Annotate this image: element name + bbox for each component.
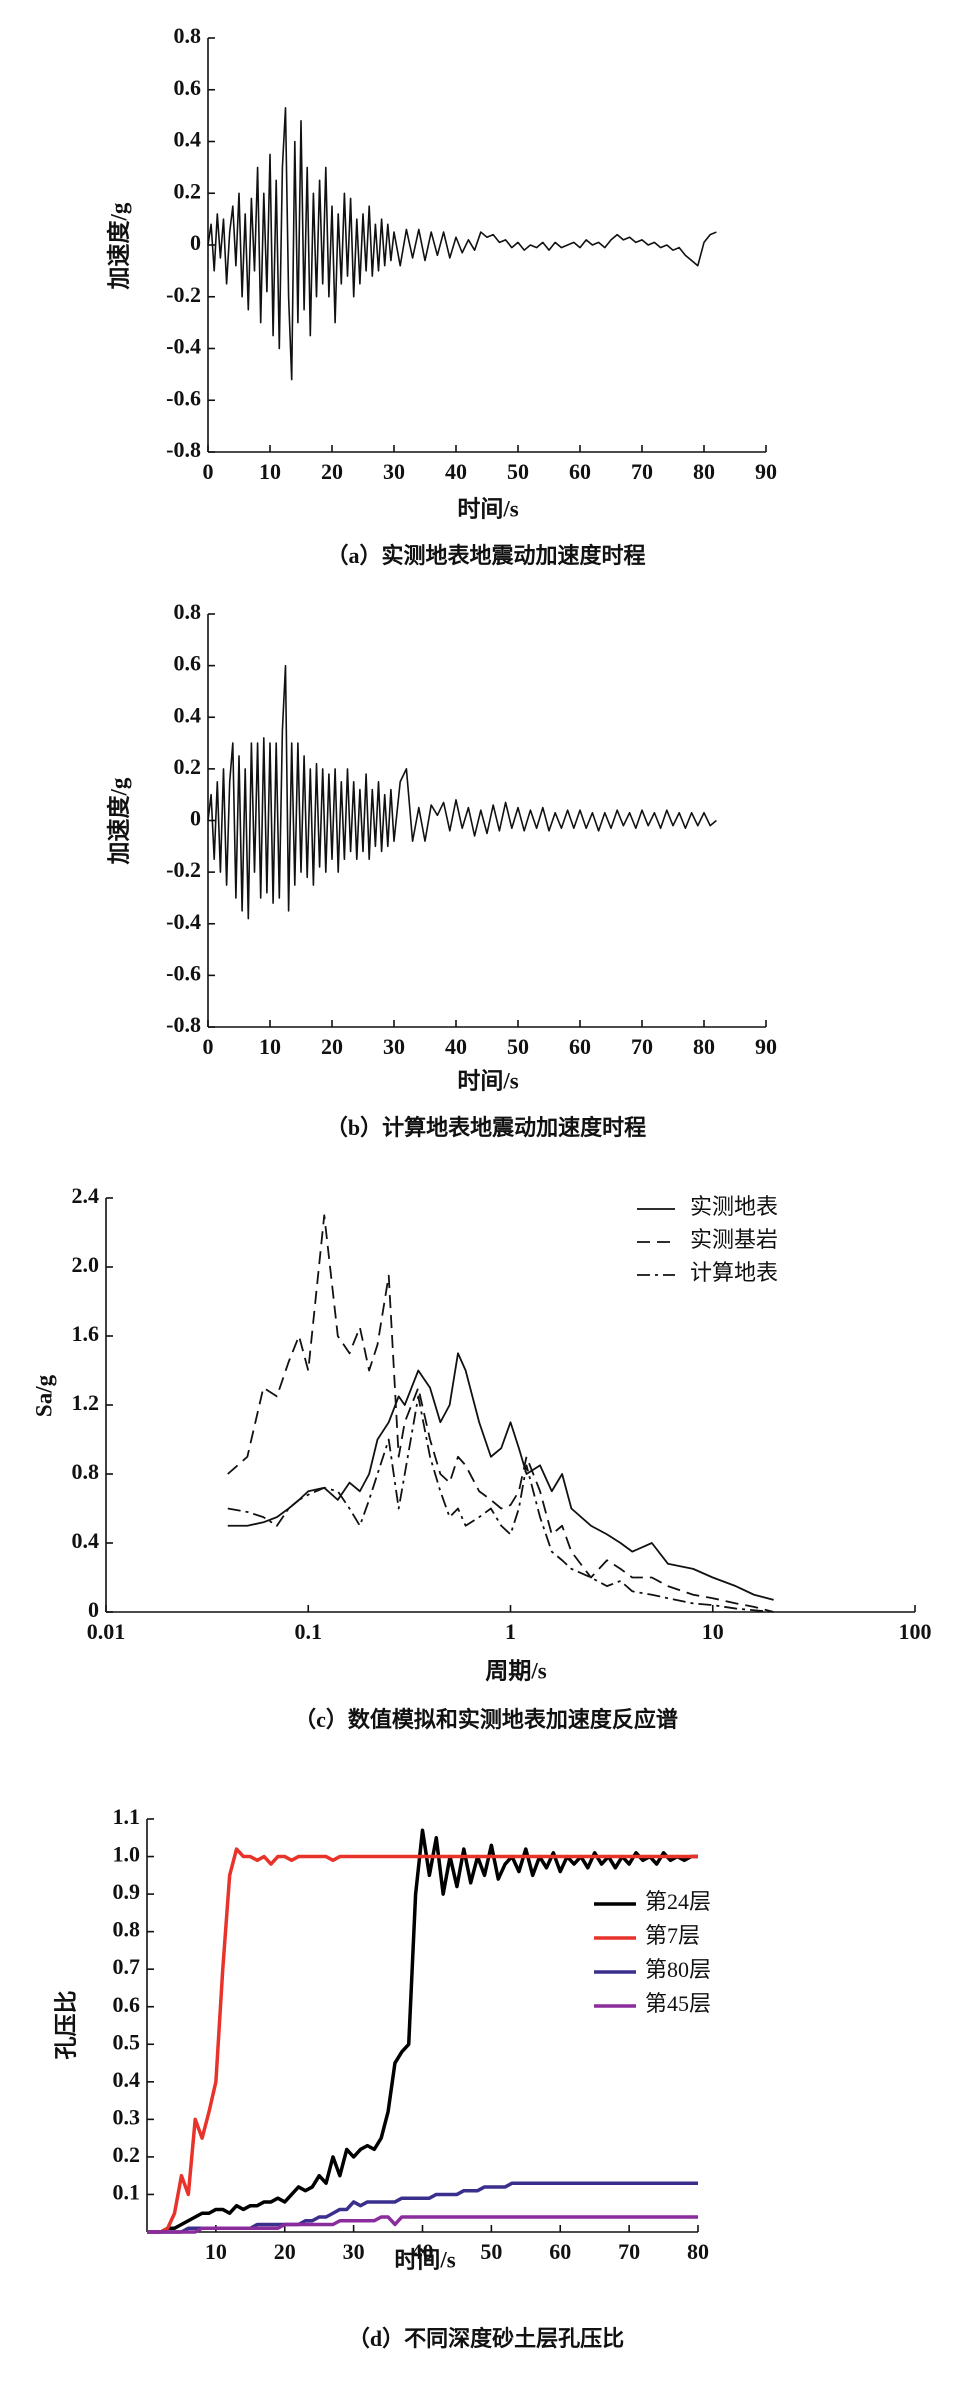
x-axis-label: 时间/s — [394, 2247, 455, 2272]
x-tick-label: 1 — [505, 1619, 516, 1644]
y-tick-label: 0.8 — [113, 1917, 141, 1942]
y-tick-label: 0.6 — [174, 651, 202, 676]
x-tick-label: 60 — [569, 1034, 591, 1059]
x-tick-label: 20 — [321, 1034, 343, 1059]
x-tick-label: 10 — [702, 1619, 724, 1644]
x-tick-label: 50 — [480, 2239, 502, 2264]
y-tick-label: 0.4 — [113, 2067, 141, 2092]
y-tick-label: 1.0 — [113, 1842, 141, 1867]
x-tick-label: 0 — [203, 459, 214, 484]
x-tick-label: 40 — [445, 1034, 467, 1059]
x-axis-label: 时间/s — [457, 496, 518, 521]
data-line — [147, 2181, 698, 2234]
x-tick-label: 50 — [507, 459, 529, 484]
caption: （d）不同深度砂土层孔压比 — [348, 2326, 624, 2351]
legend-label: 计算地表 — [690, 1260, 778, 1285]
x-tick-label: 40 — [445, 459, 467, 484]
data-line — [227, 1395, 774, 1613]
y-tick-label: -0.6 — [166, 385, 201, 410]
x-tick-label: 10 — [259, 459, 281, 484]
y-tick-label: 1.6 — [72, 1321, 100, 1346]
data-line — [207, 664, 717, 920]
y-tick-label: 0.5 — [113, 2029, 141, 2054]
y-tick-label: -0.6 — [166, 960, 201, 985]
y-tick-label: 2.0 — [72, 1252, 100, 1277]
y-tick-label: 0.9 — [113, 1879, 141, 1904]
legend-label: 第80层 — [645, 1957, 711, 1982]
x-axis-label: 周期/s — [485, 1658, 546, 1683]
y-tick-label: -0.2 — [166, 857, 201, 882]
caption: （b）计算地表地震动加速度时程 — [326, 1115, 646, 1140]
x-axis-label: 时间/s — [457, 1068, 518, 1093]
legend-label: 实测基岩 — [690, 1227, 778, 1252]
y-tick-label: 0.2 — [174, 754, 202, 779]
x-tick-label: 60 — [549, 2239, 571, 2264]
data-line — [147, 1828, 698, 2234]
x-tick-label: 30 — [383, 459, 405, 484]
legend-label: 第45层 — [645, 1991, 711, 2016]
legend-label: 第24层 — [645, 1889, 711, 1914]
caption: （c）数值模拟和实测地表加速度反应谱 — [294, 1707, 678, 1732]
x-tick-label: 20 — [274, 2239, 296, 2264]
data-line — [227, 1352, 774, 1601]
y-tick-label: 1.2 — [72, 1390, 100, 1415]
x-tick-label: 60 — [569, 459, 591, 484]
data-line — [147, 1847, 698, 2234]
x-tick-label: 30 — [343, 2239, 365, 2264]
y-tick-label: 0.4 — [72, 1528, 100, 1553]
y-axis-label: 孔压比 — [53, 1991, 78, 2060]
y-axis-label: 加速度/g — [105, 202, 131, 290]
x-tick-label: 10 — [205, 2239, 227, 2264]
y-axis-label: 加速度/g — [105, 777, 131, 865]
y-tick-label: 0.6 — [113, 1992, 141, 2017]
x-tick-label: 10 — [259, 1034, 281, 1059]
y-tick-label: 0.8 — [72, 1459, 100, 1484]
y-tick-label: -0.2 — [166, 282, 201, 307]
x-tick-label: 20 — [321, 459, 343, 484]
y-tick-label: 0.4 — [174, 127, 202, 152]
y-tick-label: -0.4 — [166, 909, 201, 934]
x-tick-label: 50 — [507, 1034, 529, 1059]
x-tick-label: 80 — [693, 459, 715, 484]
x-tick-label: 90 — [755, 1034, 777, 1059]
y-tick-label: -0.8 — [166, 1012, 201, 1037]
x-tick-label: 0.1 — [295, 1619, 323, 1644]
y-tick-label: 0 — [190, 230, 201, 255]
y-tick-label: -0.8 — [166, 437, 201, 462]
y-tick-label: 0.7 — [113, 1954, 141, 1979]
y-tick-label: 0.8 — [174, 23, 202, 48]
data-line — [147, 2215, 698, 2234]
y-tick-label: 0.6 — [174, 75, 202, 100]
y-tick-label: 0.2 — [174, 178, 202, 203]
x-tick-label: 0.01 — [87, 1619, 126, 1644]
data-line — [227, 1214, 774, 1613]
y-tick-label: 0.1 — [113, 2180, 141, 2205]
caption: （a）实测地表地震动加速度时程 — [326, 543, 645, 568]
x-tick-label: 0 — [203, 1034, 214, 1059]
x-tick-label: 70 — [618, 2239, 640, 2264]
y-tick-label: 0.8 — [174, 599, 202, 624]
y-tick-label: 2.4 — [72, 1183, 100, 1208]
data-line — [207, 107, 717, 381]
y-axis-label: Sa/g — [31, 1374, 56, 1417]
y-tick-label: 0 — [88, 1597, 99, 1622]
legend-label: 第7层 — [645, 1923, 700, 1948]
x-tick-label: 70 — [631, 459, 653, 484]
x-tick-label: 90 — [755, 459, 777, 484]
x-tick-label: 70 — [631, 1034, 653, 1059]
y-tick-label: 0.3 — [113, 2104, 141, 2129]
x-tick-label: 40 — [412, 2239, 434, 2264]
x-tick-label: 30 — [383, 1034, 405, 1059]
y-tick-label: 0 — [190, 806, 201, 831]
x-tick-label: 100 — [899, 1619, 932, 1644]
x-tick-label: 80 — [687, 2239, 709, 2264]
y-tick-label: 0.2 — [113, 2142, 141, 2167]
y-tick-label: -0.4 — [166, 334, 201, 359]
x-tick-label: 80 — [693, 1034, 715, 1059]
y-tick-label: 0.4 — [174, 702, 202, 727]
legend-label: 实测地表 — [690, 1194, 778, 1219]
y-tick-label: 1.1 — [113, 1804, 141, 1829]
